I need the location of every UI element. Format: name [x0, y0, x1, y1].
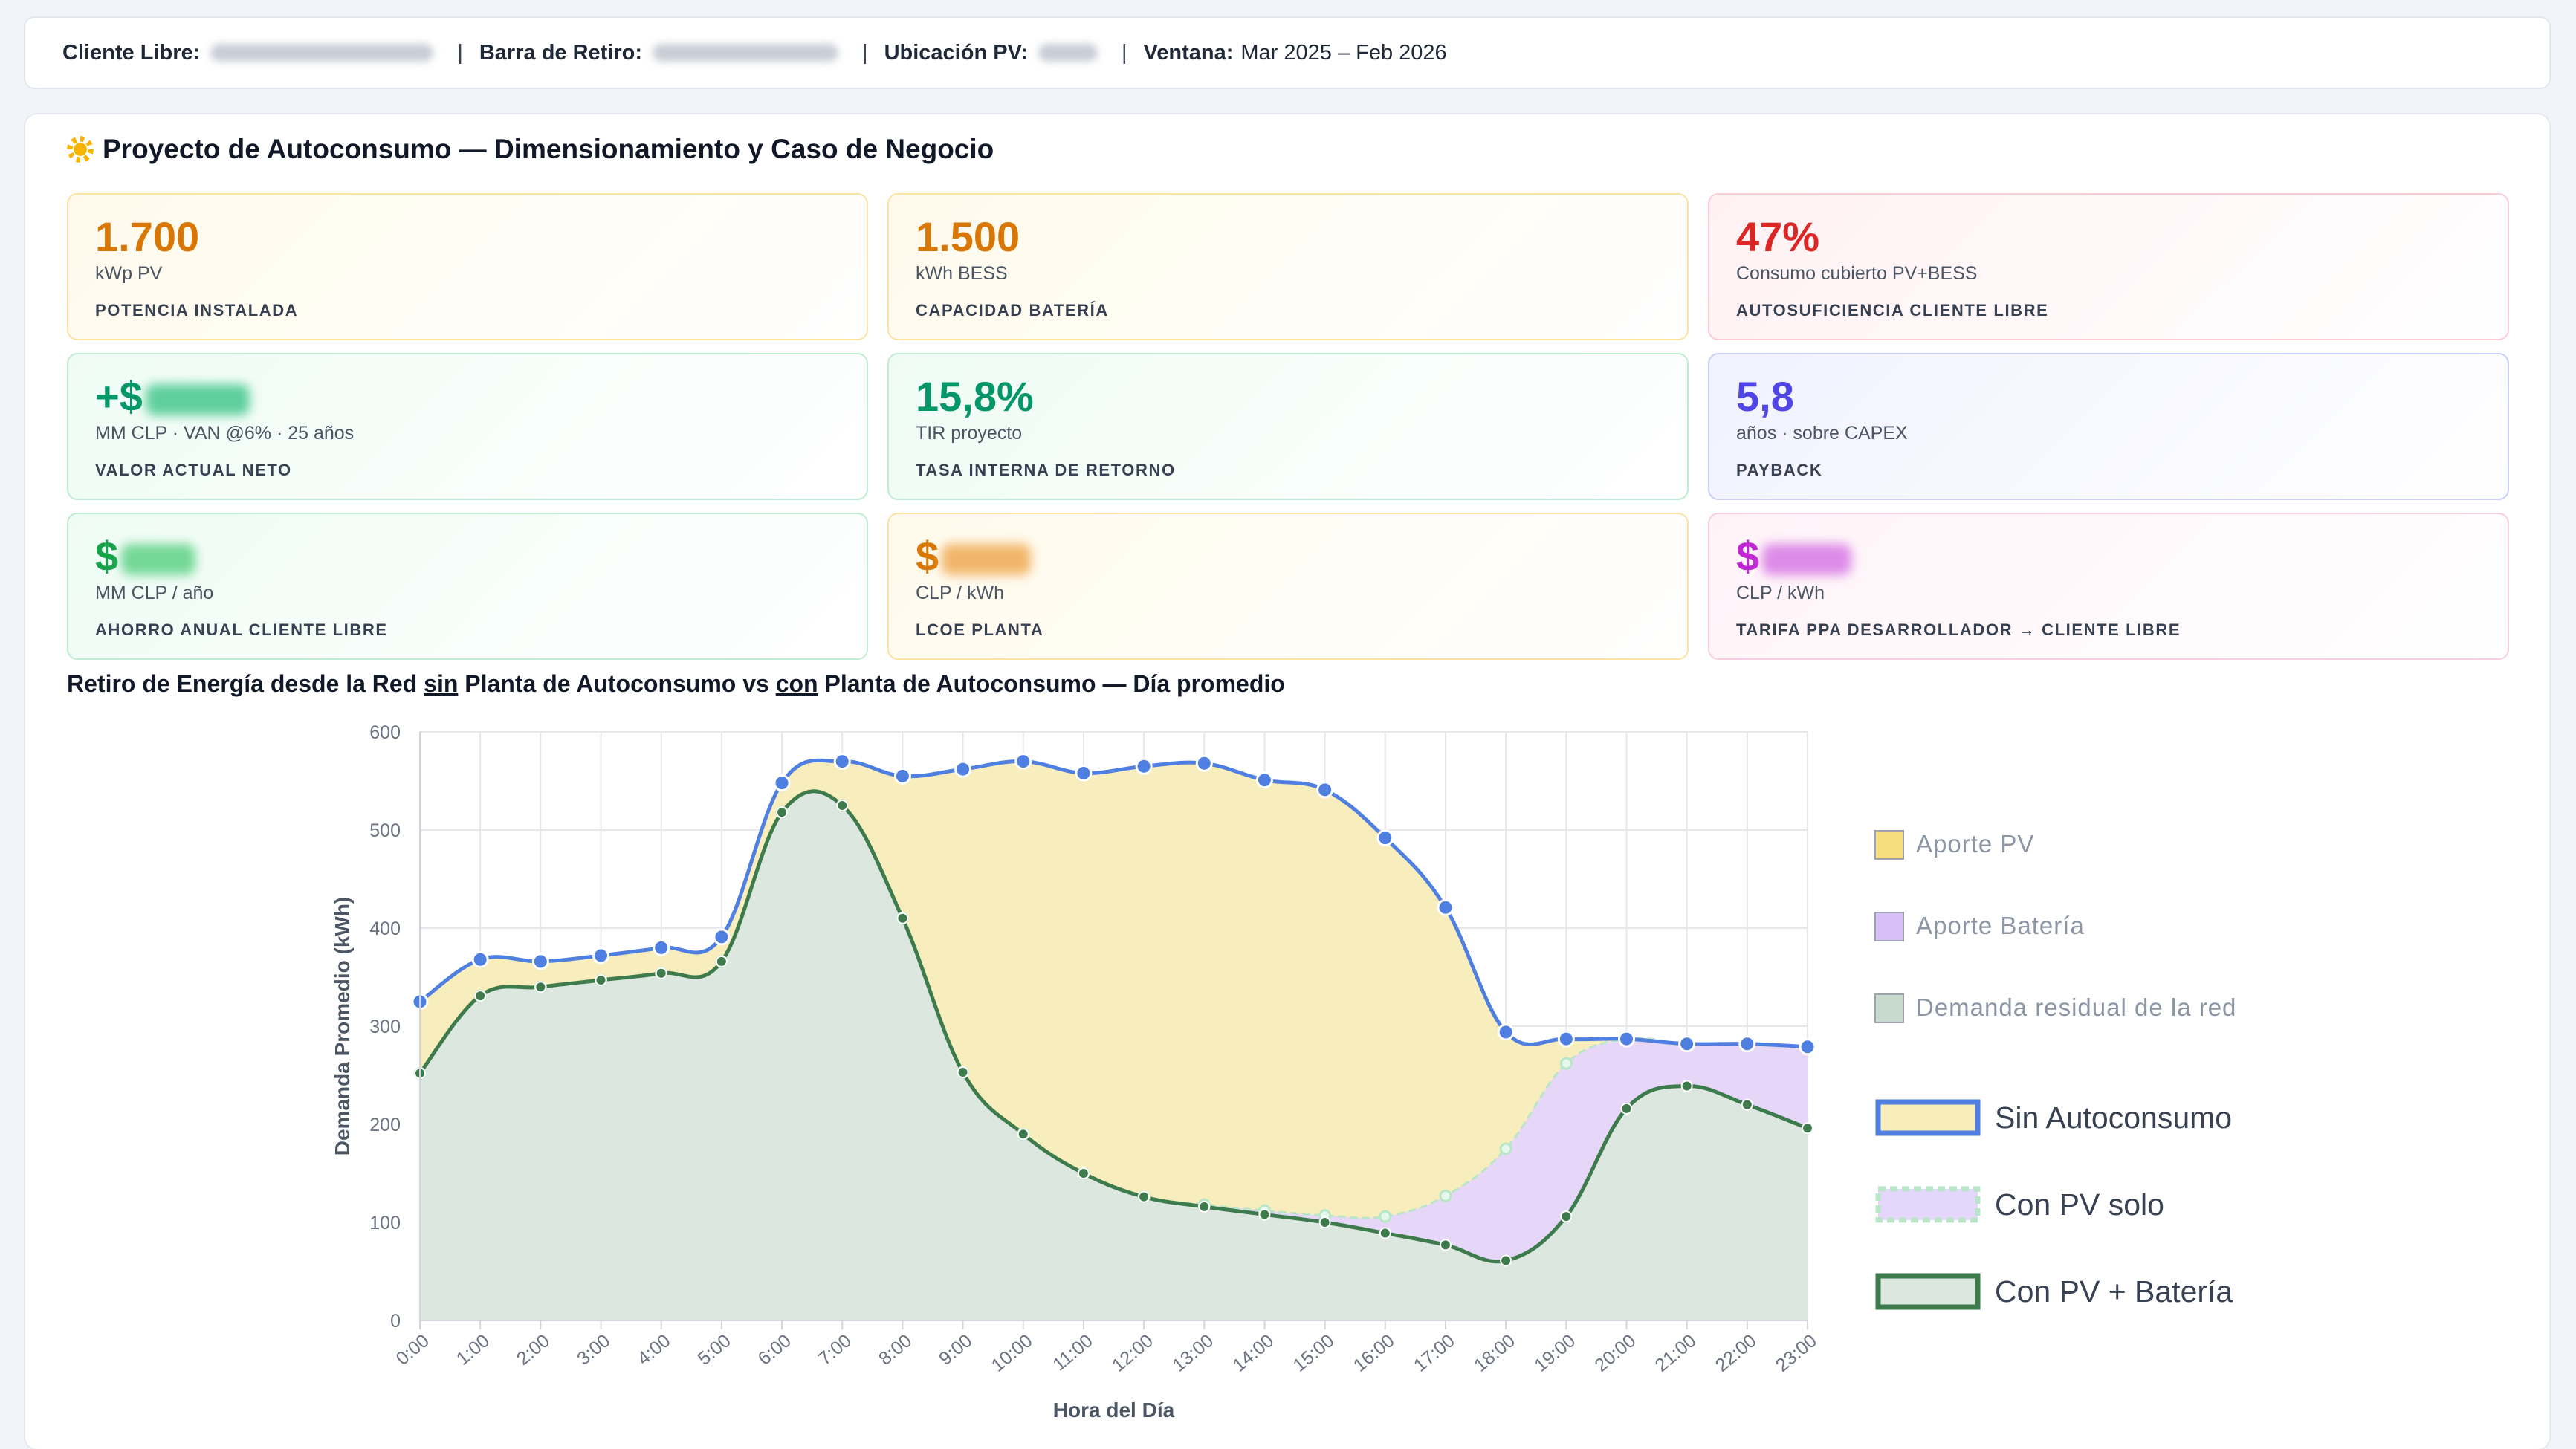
sun-icon — [67, 136, 94, 163]
kpi-label: POTENCIA INSTALADA — [95, 301, 299, 320]
kpi-potencia: 1.700 kWp PV POTENCIA INSTALADA — [67, 193, 868, 340]
kpi-unit: TIR proyecto — [916, 423, 1023, 444]
kpi-value-prefix: +$ — [95, 373, 143, 420]
section-title: Proyecto de Autoconsumo — Dimensionamien… — [67, 131, 994, 168]
kpi-van: +$ MM CLP · VAN @6% · 25 años VALOR ACTU… — [67, 353, 868, 500]
kpi-value: 15,8% — [916, 373, 1034, 420]
kpi-label: VALOR ACTUAL NETO — [95, 461, 292, 479]
kpi-bateria: 1.500 kWh BESS CAPACIDAD BATERÍA — [887, 193, 1689, 340]
kpi-unit: Consumo cubierto PV+BESS — [1736, 263, 1978, 284]
separator: | — [862, 40, 868, 65]
chart-heading-con: con — [775, 670, 818, 697]
kpi-value-redacted — [942, 544, 1032, 576]
kpi-autosuficiencia: 47% Consumo cubierto PV+BESS AUTOSUFICIE… — [1708, 193, 2509, 340]
kpi-value: $ — [95, 534, 840, 580]
barra-value-redacted — [653, 44, 839, 62]
barra-label: Barra de Retiro: — [479, 40, 643, 65]
kpi-tarifa-ppa: $ CLP / kWh TARIFA PPA DESARROLLADOR → C… — [1708, 513, 2509, 660]
kpi-label: TASA INTERNA DE RETORNO — [916, 461, 1176, 479]
business-case-card: Proyecto de Autoconsumo — Dimensionamien… — [24, 113, 2551, 1449]
kpi-unit: años · sobre CAPEX — [1736, 423, 1908, 444]
chart-heading-part: Planta de Autoconsumo — Día promedio — [818, 670, 1285, 697]
kpi-unit: CLP / kWh — [916, 583, 1005, 603]
kpi-value: $ — [916, 534, 1660, 580]
kpi-value: $ — [1736, 534, 2481, 580]
separator: | — [457, 40, 463, 65]
kpi-value-prefix: $ — [1736, 533, 1760, 580]
kpi-value: 47% — [1736, 213, 1820, 260]
kpi-value: 1.700 — [95, 213, 200, 260]
ubicacion-value-redacted — [1038, 44, 1098, 62]
filter-bar: Cliente Libre: | Barra de Retiro: | Ubic… — [24, 16, 2551, 89]
kpi-lcoe: $ CLP / kWh LCOE PLANTA — [887, 513, 1689, 660]
chart-heading-sin: sin — [424, 670, 459, 697]
kpi-label: AUTOSUFICIENCIA CLIENTE LIBRE — [1736, 301, 2049, 320]
ventana-label: Ventana: — [1143, 40, 1234, 65]
chart-heading-part: Retiro de Energía desde la Red — [67, 670, 424, 697]
section-title-text: Proyecto de Autoconsumo — Dimensionamien… — [103, 134, 994, 164]
kpi-value-redacted — [121, 544, 196, 576]
separator: | — [1121, 40, 1127, 65]
kpi-value: 5,8 — [1736, 373, 1794, 420]
kpi-value: +$ — [95, 374, 840, 420]
kpi-unit: MM CLP · VAN @6% · 25 años — [95, 423, 355, 444]
kpi-value-redacted — [1762, 544, 1852, 576]
kpi-label: TARIFA PPA DESARROLLADOR → CLIENTE LIBRE — [1736, 620, 2181, 639]
kpi-unit: MM CLP / año — [95, 583, 214, 603]
kpi-grid: 1.700 kWp PV POTENCIA INSTALADA 1.500 kW… — [67, 193, 2509, 660]
chart-heading-part: Planta de Autoconsumo vs — [458, 670, 776, 697]
kpi-label: AHORRO ANUAL CLIENTE LIBRE — [95, 620, 388, 639]
kpi-value: 1.500 — [916, 213, 1020, 260]
ventana-value: Mar 2025 – Feb 2026 — [1240, 40, 1447, 65]
kpi-unit: kWh BESS — [916, 263, 1008, 284]
kpi-label: PAYBACK — [1736, 461, 1823, 479]
chart-heading: Retiro de Energía desde la Red sin Plant… — [67, 670, 1285, 698]
kpi-value-prefix: $ — [916, 533, 939, 580]
kpi-payback: 5,8 años · sobre CAPEX PAYBACK — [1708, 353, 2509, 500]
kpi-value-prefix: $ — [95, 533, 119, 580]
kpi-label: LCOE PLANTA — [916, 620, 1044, 639]
ubicacion-label: Ubicación PV: — [884, 40, 1028, 65]
kpi-unit: kWp PV — [95, 263, 163, 284]
kpi-ahorro: $ MM CLP / año AHORRO ANUAL CLIENTE LIBR… — [67, 513, 868, 660]
cliente-label: Cliente Libre: — [62, 40, 201, 65]
kpi-tir: 15,8% TIR proyecto TASA INTERNA DE RETOR… — [887, 353, 1689, 500]
kpi-label: CAPACIDAD BATERÍA — [916, 301, 1109, 320]
kpi-value-redacted — [145, 384, 250, 416]
cliente-value-redacted — [210, 44, 434, 62]
kpi-unit: CLP / kWh — [1736, 583, 1825, 603]
